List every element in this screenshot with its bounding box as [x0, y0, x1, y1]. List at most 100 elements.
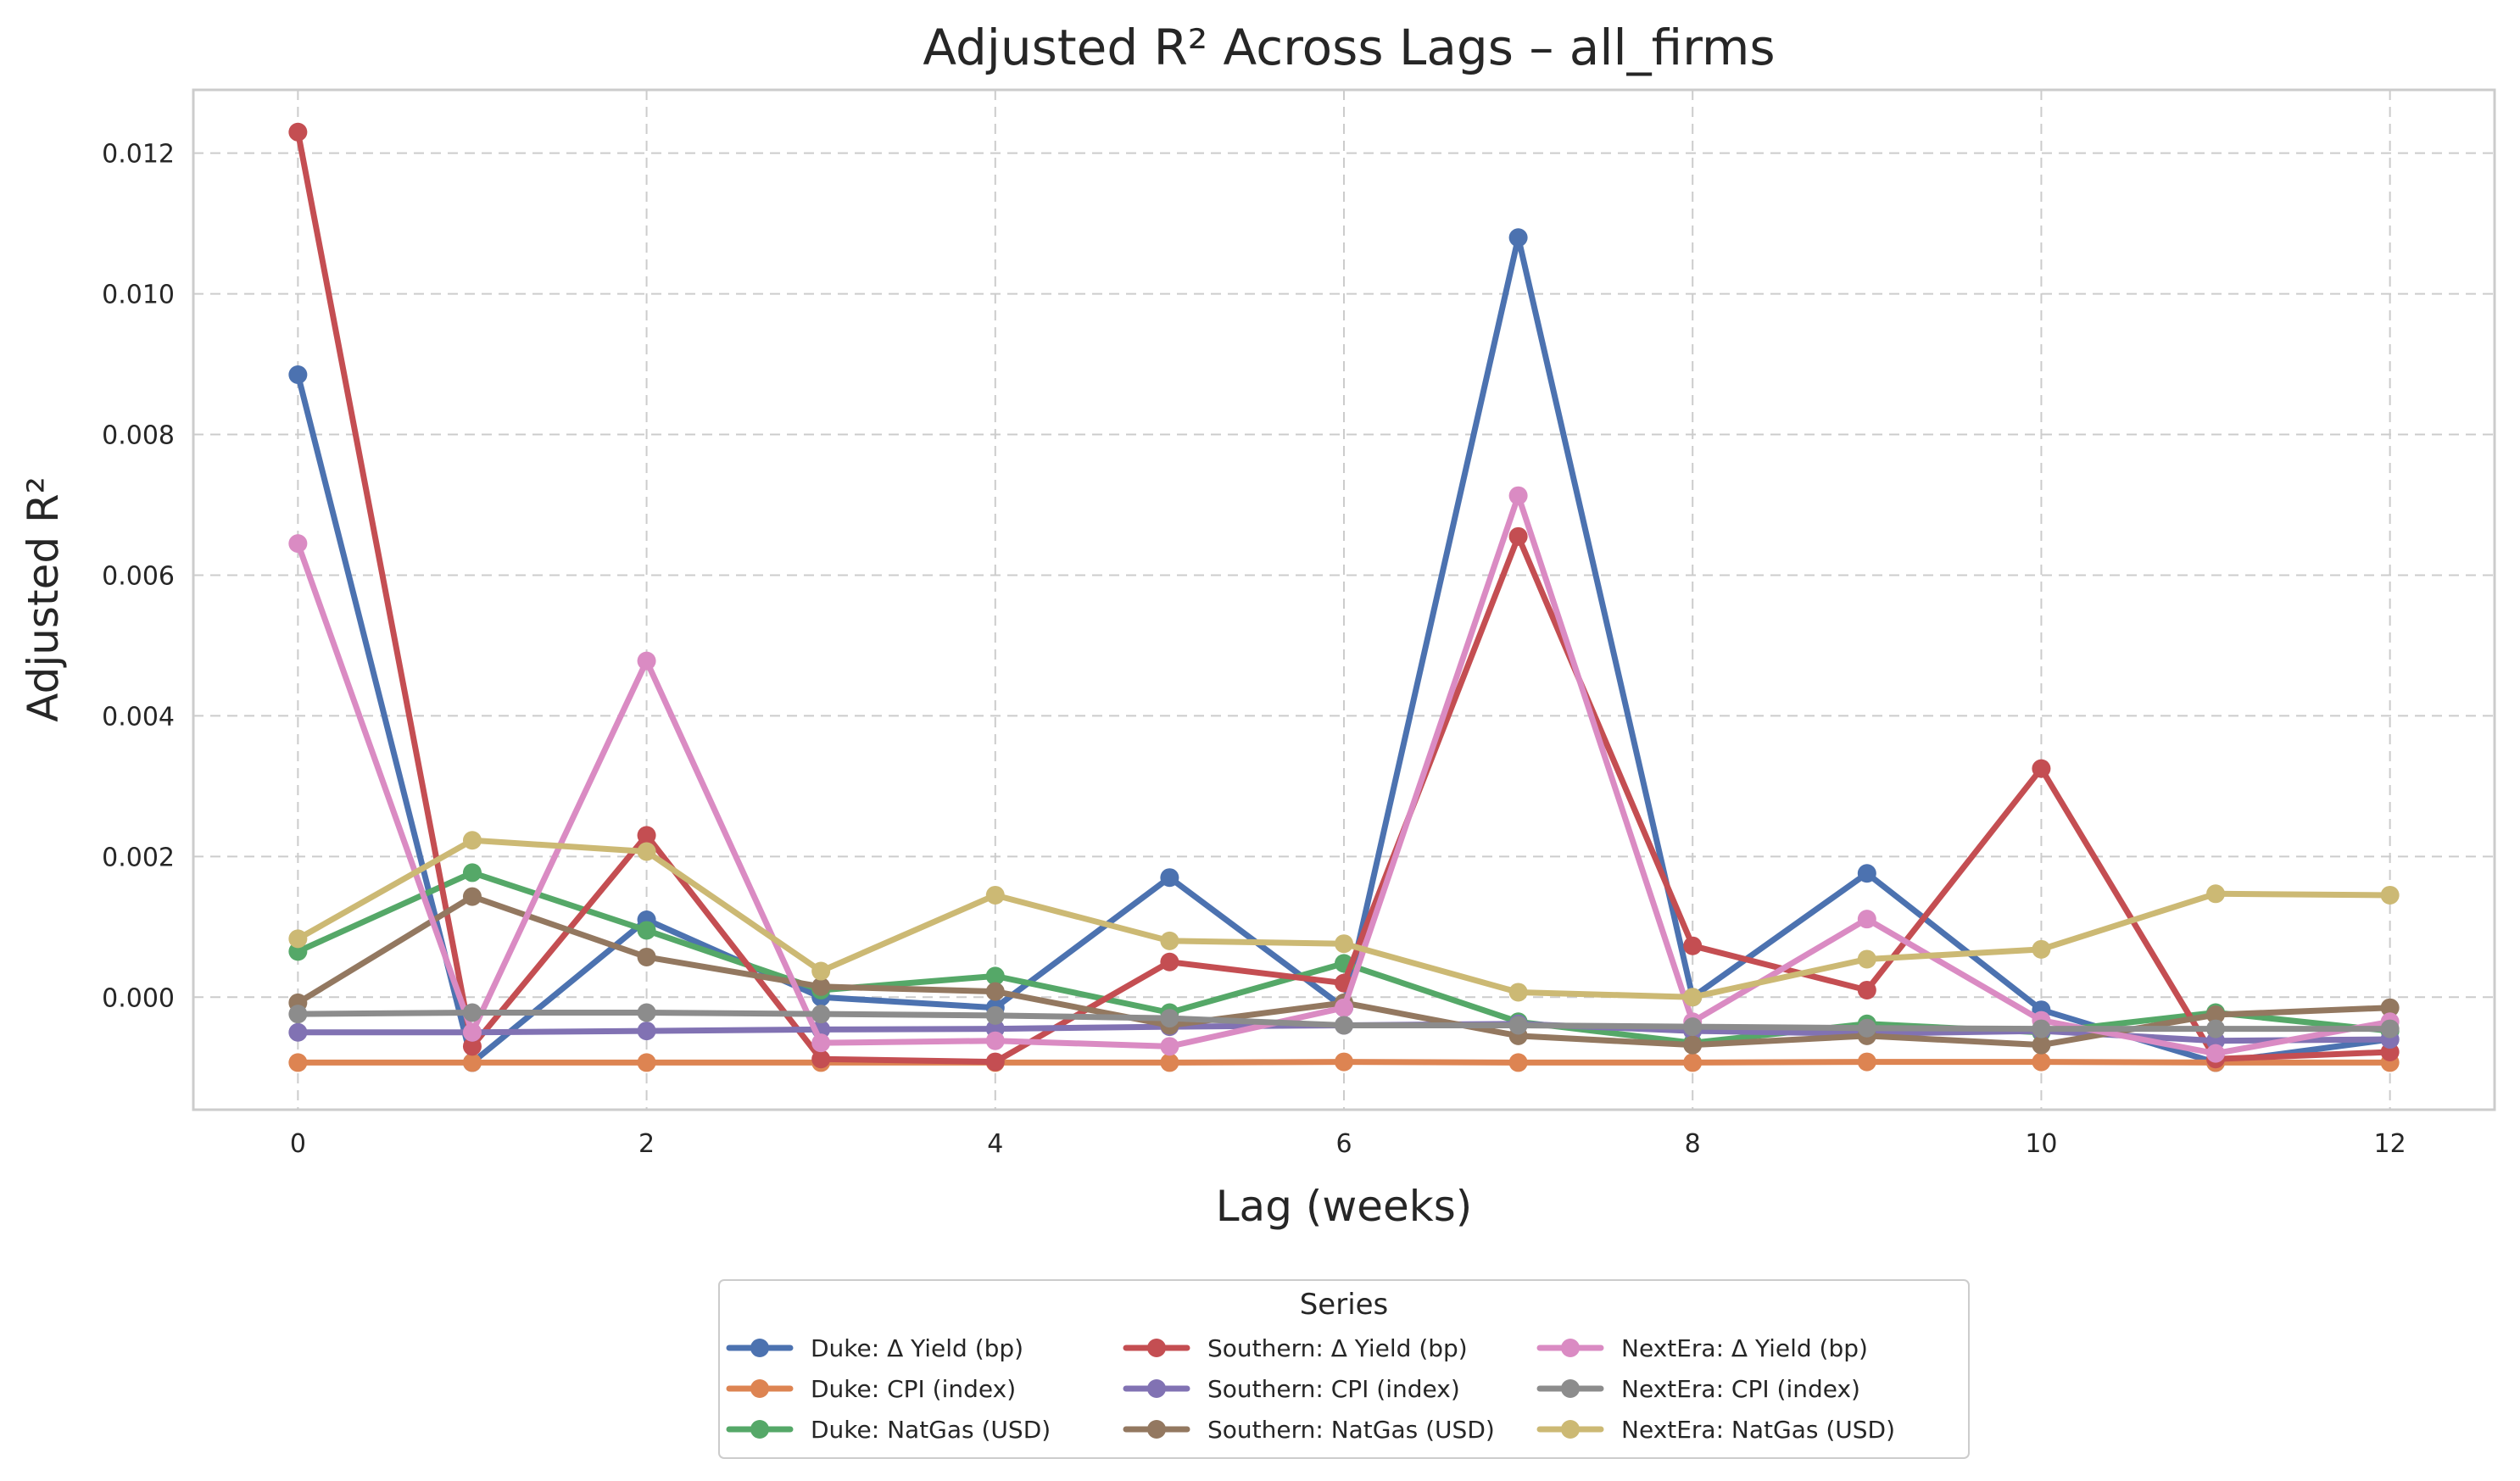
data-point [637, 826, 656, 845]
data-point [985, 966, 1005, 986]
legend-label: Southern: CPI (index) [1207, 1375, 1460, 1403]
data-point [2206, 884, 2226, 904]
x-tick-label: 8 [1685, 1129, 1701, 1159]
legend-swatch-marker [1147, 1420, 1166, 1439]
legend-swatch-marker [1561, 1420, 1580, 1439]
chart-title: Adjusted R² Across Lags – all_firms [923, 19, 1775, 76]
data-point [811, 1005, 831, 1024]
grid [193, 90, 2495, 1110]
data-point [2380, 998, 2400, 1017]
legend-item: Duke: NatGas (USD) [726, 1416, 1051, 1444]
data-point [1508, 983, 1528, 1002]
data-point [811, 961, 831, 981]
data-point [637, 1022, 656, 1041]
data-point [1508, 526, 1528, 546]
legend-item: NextEra: Δ Yield (bp) [1536, 1334, 1868, 1362]
data-point [2032, 1035, 2051, 1055]
legend-item: Duke: CPI (index) [726, 1375, 1016, 1403]
data-point [637, 921, 656, 940]
y-axis-ticks: 0.000 0.002 0.004 0.006 0.008 0.010 0.012 [102, 140, 175, 1014]
x-axis-ticks: 0 2 4 6 8 10 12 [290, 1129, 2406, 1159]
x-tick-label: 4 [987, 1129, 1003, 1159]
data-point [288, 534, 308, 554]
data-point [985, 1052, 1005, 1072]
data-point [462, 1022, 482, 1042]
data-point [985, 982, 1005, 1001]
data-point [2380, 1019, 2400, 1038]
data-point [2380, 885, 2400, 905]
data-point [2032, 1052, 2051, 1072]
legend: Series Duke: Δ Yield (bp) Duke: CPI (inde… [718, 1279, 1970, 1459]
legend-swatch-marker [1561, 1379, 1580, 1398]
data-point [288, 365, 308, 385]
data-point [2032, 759, 2051, 778]
data-point [2206, 1019, 2226, 1038]
y-tick-label: 0.012 [102, 140, 175, 170]
legend-item: Southern: NatGas (USD) [1123, 1416, 1495, 1444]
data-point [462, 1037, 482, 1056]
data-point [1857, 980, 1876, 999]
data-point [2032, 1019, 2051, 1038]
data-point [1857, 1018, 1876, 1038]
y-tick-label: 0.006 [102, 561, 175, 591]
data-point [1683, 988, 1703, 1007]
data-point [985, 1005, 1005, 1025]
plot-frame [192, 88, 2496, 1111]
legend-item: NextEra: NatGas (USD) [1536, 1416, 1895, 1444]
data-point [637, 651, 656, 671]
data-point [1160, 1037, 1179, 1056]
data-point [637, 947, 656, 966]
data-point [811, 1033, 831, 1053]
data-point [1335, 998, 1353, 1017]
data-point [2032, 939, 2051, 959]
data-point [1857, 1052, 1876, 1072]
data-point [288, 122, 308, 142]
x-tick-label: 10 [2025, 1129, 2057, 1159]
data-point [1160, 1053, 1179, 1072]
data-point [811, 977, 831, 996]
y-tick-label: 0.008 [102, 421, 175, 451]
data-point [1857, 949, 1876, 969]
data-point [2206, 1005, 2226, 1024]
y-tick-label: 0.000 [102, 983, 175, 1013]
legend-box [718, 1279, 1970, 1459]
series-lines [288, 122, 2400, 1072]
data-point [1857, 910, 1876, 929]
data-point [1683, 1053, 1703, 1072]
legend-swatch-marker [1561, 1339, 1580, 1357]
y-tick-label: 0.004 [102, 702, 175, 732]
data-point [462, 831, 482, 850]
data-point [637, 1053, 656, 1072]
data-point [1335, 934, 1353, 954]
data-point [462, 887, 482, 906]
data-point [1857, 864, 1876, 883]
series-group [288, 122, 2400, 1072]
legend-item: Duke: Δ Yield (bp) [726, 1334, 1023, 1362]
y-tick-label: 0.002 [102, 843, 175, 872]
data-point [1160, 1009, 1179, 1028]
data-point [462, 1003, 482, 1022]
data-point [288, 1053, 308, 1072]
data-point [288, 929, 308, 949]
data-point [1683, 1035, 1703, 1055]
legend-swatch-marker [750, 1420, 769, 1439]
data-point [1683, 1017, 1703, 1037]
legend-label: NextEra: Δ Yield (bp) [1621, 1334, 1868, 1362]
legend-label: NextEra: NatGas (USD) [1621, 1416, 1895, 1444]
x-tick-label: 2 [638, 1129, 655, 1159]
data-point [1160, 931, 1179, 950]
legend-label: Duke: Δ Yield (bp) [811, 1334, 1023, 1362]
legend-swatch-marker [1147, 1379, 1166, 1398]
x-tick-label: 0 [290, 1129, 306, 1159]
data-point [1160, 952, 1179, 972]
data-point [1508, 486, 1528, 505]
data-point [288, 1022, 308, 1042]
data-point [462, 863, 482, 882]
legend-swatch-marker [750, 1339, 769, 1357]
legend-label: NextEra: CPI (index) [1621, 1375, 1860, 1403]
x-tick-label: 6 [1335, 1129, 1352, 1159]
data-point [637, 842, 656, 861]
series-group [288, 831, 2400, 1007]
